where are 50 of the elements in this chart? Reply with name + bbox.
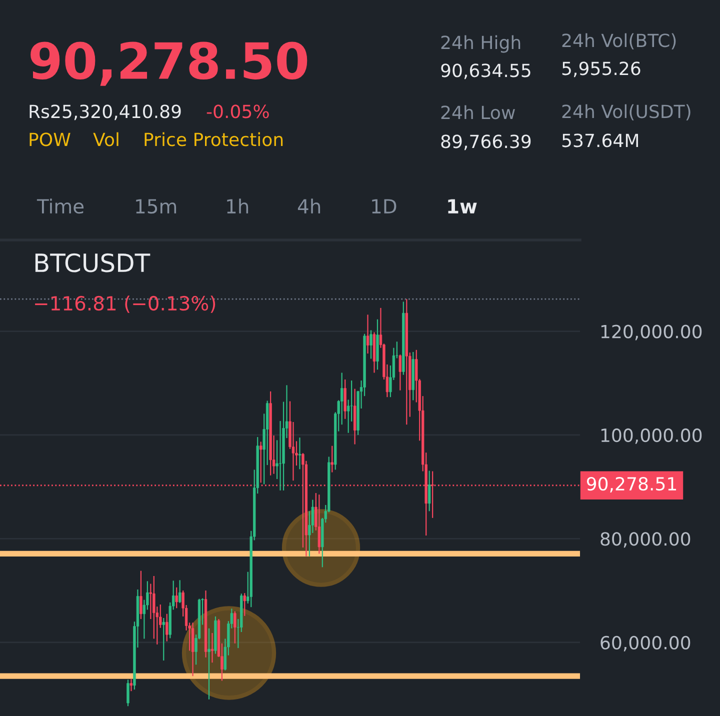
candlestick xyxy=(126,679,130,707)
text: 15m xyxy=(136,199,176,214)
text: POW xyxy=(30,132,70,146)
candlestick xyxy=(344,378,346,420)
text: 90,634.55 xyxy=(441,64,530,80)
candlestick xyxy=(278,420,282,491)
candlestick xyxy=(208,628,210,700)
y-tick-label: 120,000.00 xyxy=(601,324,702,340)
text: 1w xyxy=(448,199,477,214)
text: Price Protection xyxy=(144,132,283,146)
candlestick xyxy=(162,617,165,662)
candlestick xyxy=(366,314,370,354)
candlestick xyxy=(259,441,262,484)
annotation: −116.81 (−0.13%) xyxy=(35,296,216,313)
candlestick xyxy=(210,632,214,664)
text: 537.64M xyxy=(562,134,638,148)
candlestick xyxy=(175,586,178,609)
candlestick xyxy=(428,470,431,512)
candlestick xyxy=(298,437,302,470)
text: 24h High xyxy=(441,35,520,53)
candlestick xyxy=(350,380,353,422)
text: 4h xyxy=(298,198,320,214)
candlestick xyxy=(191,622,194,677)
candlestick xyxy=(178,580,182,604)
y-tick-label: 60,000.00 xyxy=(600,636,690,652)
candlestick xyxy=(398,354,402,391)
candlestick xyxy=(330,445,334,473)
text: 1h xyxy=(227,198,248,214)
text: 90,278.50 xyxy=(30,42,308,86)
y-tick-label: 100,000.00 xyxy=(601,428,702,444)
y-tick-label: 80,000.00 xyxy=(600,532,690,548)
candlestick xyxy=(234,610,236,644)
text: -0.05% xyxy=(206,104,269,118)
candlestick xyxy=(130,678,133,692)
text: Vol xyxy=(93,132,118,146)
candlestick xyxy=(140,570,142,620)
text: Rs25,320,410.89 xyxy=(30,104,181,120)
ref-line-label: 90,278.51 xyxy=(586,476,676,492)
candlestick xyxy=(166,613,168,642)
text: 24h Low xyxy=(441,105,515,120)
candlestick xyxy=(243,592,246,616)
text: 1D xyxy=(372,199,396,214)
candlestick xyxy=(370,330,372,360)
chart-title: BTCUSDT xyxy=(35,253,150,272)
text: 89,766.39 xyxy=(441,134,531,150)
text: 24h Vol(BTC) xyxy=(562,33,676,50)
text: Time xyxy=(36,198,84,214)
candlestick xyxy=(318,494,321,554)
text: 5,955.26 xyxy=(562,62,640,78)
text: 24h Vol(USDT) xyxy=(562,104,690,120)
